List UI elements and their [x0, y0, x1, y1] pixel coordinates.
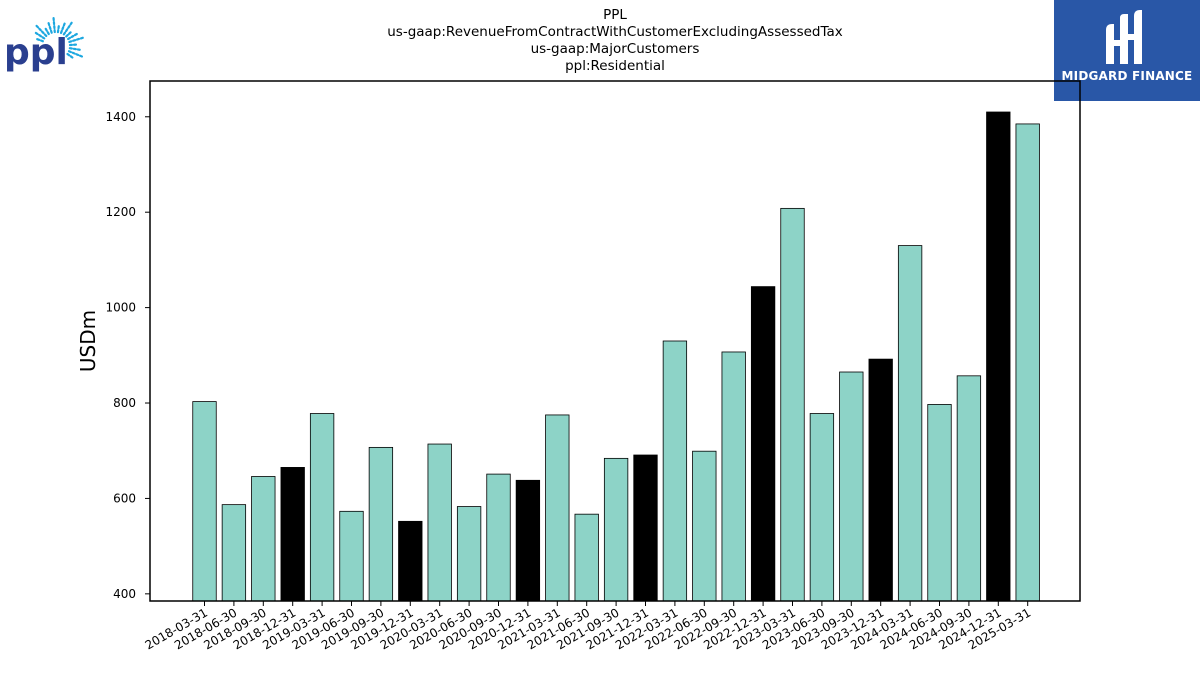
- sunburst-ray: [62, 21, 73, 36]
- bar-2021-12-31: [633, 454, 658, 602]
- sunburst-ray: [67, 32, 78, 41]
- bar-2022-09-30: [721, 351, 746, 602]
- bar-2021-03-31: [545, 414, 570, 602]
- y-tick-label: 400: [113, 587, 136, 601]
- sunburst-ray: [34, 31, 46, 40]
- chart-title-line-3: us-gaap:MajorCustomers: [530, 41, 700, 57]
- bar-2024-03-31: [897, 245, 923, 602]
- y-tick-label: 800: [113, 396, 136, 410]
- sunburst-ray: [52, 17, 56, 34]
- sunburst-ray: [66, 52, 74, 59]
- bar-2023-09-30: [839, 371, 864, 602]
- y-tick-label: 1200: [105, 205, 136, 219]
- sunburst-ray: [68, 36, 84, 44]
- sunburst-ray: [68, 47, 81, 51]
- bar-2018-06-30: [221, 504, 247, 602]
- bar-2018-09-30: [251, 476, 276, 602]
- bar-2025-03-31: [1015, 123, 1040, 602]
- bar-2021-09-30: [603, 457, 629, 602]
- ppl-logo: ppl: [4, 17, 84, 73]
- sunburst-ray: [59, 22, 66, 35]
- bar-2019-03-31: [309, 413, 335, 602]
- bar-2022-03-31: [662, 340, 688, 602]
- axes-group: [149, 80, 1081, 602]
- chart-title: PPL us-gaap:RevenueFromContractWithCusto…: [150, 7, 1080, 75]
- bar-2021-06-30: [574, 513, 599, 602]
- bars-group: [192, 111, 1040, 602]
- bar-2019-06-30: [339, 510, 364, 602]
- midgard-logo-text: MIDGARD FINANCE: [1061, 69, 1193, 83]
- x-axis-ticks: 2018-03-312018-06-302018-09-302018-12-31…: [143, 601, 1033, 652]
- bar-2022-12-31: [750, 286, 776, 602]
- y-axis-label: USDm: [76, 310, 100, 372]
- y-tick-label: 1000: [105, 301, 136, 315]
- ppl-logo-text: ppl: [4, 32, 68, 73]
- sunburst-ray: [67, 50, 84, 58]
- midgard-finance-logo: MIDGARD FINANCE: [1054, 0, 1200, 101]
- bar-2020-03-31: [427, 443, 452, 602]
- sunburst-ray: [56, 25, 60, 34]
- midgard-mark-icon: [1106, 10, 1142, 64]
- y-axis-ticks: 400 600 800 1000 1200 1400: [105, 110, 150, 601]
- bar-2024-09-30: [956, 375, 982, 602]
- sunburst-ray: [44, 27, 50, 36]
- bar-2024-06-30: [927, 404, 952, 602]
- bar-2022-06-30: [692, 450, 717, 602]
- bar-2023-03-31: [780, 207, 805, 602]
- bar-2020-12-31: [515, 479, 541, 602]
- sunburst-ray: [47, 22, 53, 34]
- bar-2023-06-30: [809, 413, 835, 602]
- plot-frame: [149, 80, 1081, 602]
- bar-2023-12-31: [868, 358, 893, 602]
- sunburst-ray: [65, 31, 72, 38]
- y-tick-label: 600: [113, 491, 136, 505]
- bar-2019-09-30: [368, 446, 394, 602]
- bar-2018-03-31: [192, 401, 217, 602]
- ppl-sunburst-icon: [34, 17, 84, 59]
- bar-2018-12-31: [280, 467, 305, 602]
- sunburst-ray: [35, 24, 48, 38]
- sunburst-ray: [36, 38, 44, 43]
- chart-title-line-4: ppl:Residential: [565, 58, 665, 74]
- bar-2024-12-31: [986, 111, 1011, 602]
- chart-title-line-2: us-gaap:RevenueFromContractWithCustomerE…: [387, 24, 843, 40]
- bar-2020-09-30: [486, 473, 511, 602]
- bar-2019-12-31: [398, 520, 423, 602]
- chart-title-line-1: PPL: [603, 7, 627, 23]
- y-tick-label: 1400: [105, 110, 136, 124]
- bar-2020-06-30: [456, 506, 482, 602]
